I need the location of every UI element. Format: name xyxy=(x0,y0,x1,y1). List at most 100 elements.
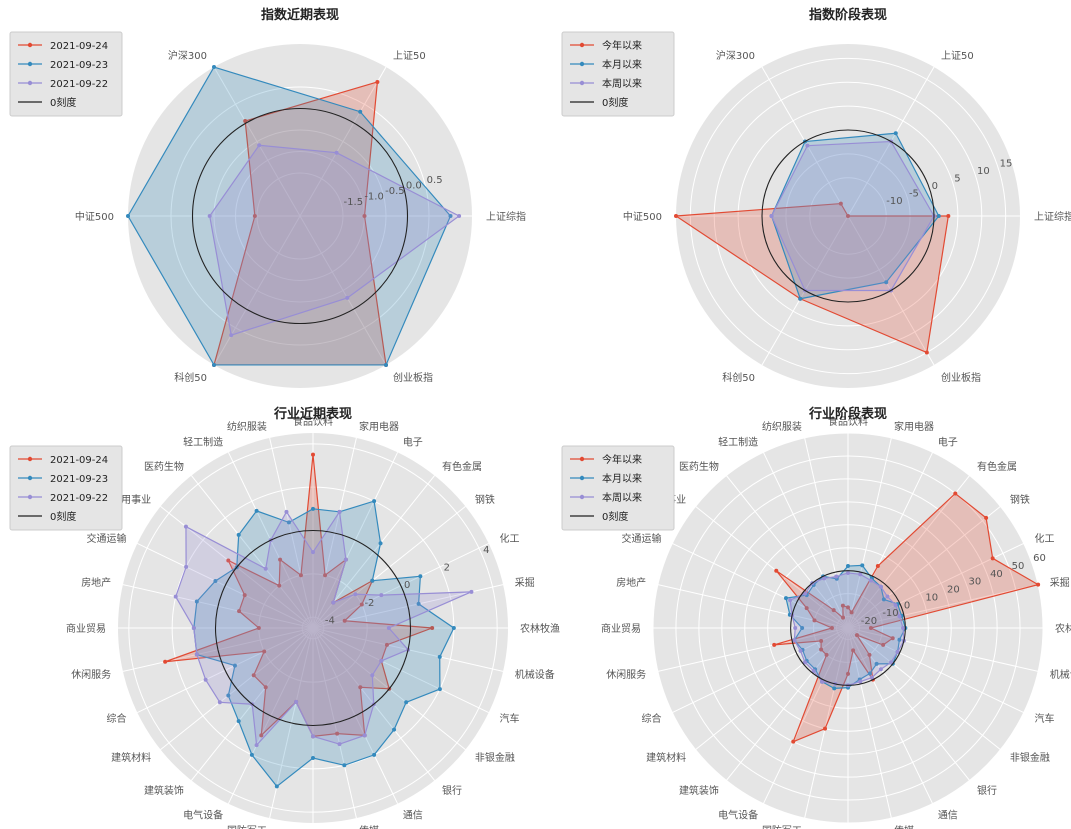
series-point xyxy=(832,686,837,691)
radar-spoke xyxy=(804,627,849,819)
series-point xyxy=(370,673,375,678)
category-label: 商业贸易 xyxy=(601,622,641,635)
series-point xyxy=(846,671,850,676)
series-point xyxy=(858,572,863,577)
category-label: 建筑装饰 xyxy=(679,784,719,797)
radar-spoke xyxy=(847,627,934,804)
series-point xyxy=(342,618,347,623)
series-point xyxy=(311,734,315,739)
category-label: 农林牧渔 xyxy=(520,622,560,635)
series-point xyxy=(802,591,807,596)
series-point xyxy=(834,574,839,579)
series-point xyxy=(897,637,902,642)
series-point xyxy=(384,362,388,367)
chart-title: 指数近期表现 xyxy=(261,7,339,23)
radial-tick-label: 5 xyxy=(954,173,960,184)
category-label: 通信 xyxy=(938,810,958,822)
series-point xyxy=(774,568,779,573)
category-label: 休闲服务 xyxy=(71,668,111,681)
series-point xyxy=(881,597,886,602)
series-point xyxy=(277,583,282,588)
category-label: 创业板指 xyxy=(393,371,433,384)
legend-marker xyxy=(27,475,33,481)
series-point xyxy=(362,214,367,218)
series-point xyxy=(163,659,168,664)
radar-spoke xyxy=(847,452,934,629)
series-point xyxy=(254,743,259,748)
category-label: 有色金属 xyxy=(442,460,482,473)
series-point xyxy=(851,648,856,653)
legend-entry: 今年以来 xyxy=(602,453,642,466)
radial-tick-label: 40 xyxy=(990,569,1003,580)
legend-entry: 0刻度 xyxy=(50,510,76,523)
radial-tick-label: 0 xyxy=(904,600,910,611)
series-point xyxy=(358,109,363,114)
chart-title: 行业阶段表现 xyxy=(808,406,887,422)
series-point xyxy=(820,679,825,684)
reference-circle xyxy=(191,107,409,325)
series-point xyxy=(990,556,995,561)
category-label: 国防军工 xyxy=(227,824,267,829)
series-point xyxy=(772,642,777,647)
series-point xyxy=(901,626,906,630)
legend-marker xyxy=(27,80,33,86)
category-label: 机械设备 xyxy=(515,668,555,681)
series-point xyxy=(284,509,289,514)
chart-title: 行业近期表现 xyxy=(273,406,352,422)
reference-circle xyxy=(761,129,935,303)
series-point xyxy=(337,509,342,514)
series-point xyxy=(173,594,178,599)
series-point xyxy=(846,605,850,610)
radar-panel-1: -1.5-1.0-0.50.0 0.5 上证综指 上证50 沪深300 中证500 科创50… xyxy=(9,7,526,388)
series-point xyxy=(895,649,900,654)
radial-tick-label: -4 xyxy=(325,616,335,627)
series-point xyxy=(897,614,902,619)
series-point xyxy=(386,626,391,630)
radial-tick-label: -20 xyxy=(861,616,877,627)
series-point xyxy=(829,626,834,630)
category-label: 科创50 xyxy=(174,371,207,384)
series-point xyxy=(311,452,315,457)
radial-tick-label: 0 xyxy=(932,181,938,192)
category-label: 钢铁 xyxy=(1010,493,1030,506)
series-point xyxy=(791,739,796,744)
legend-box xyxy=(9,31,123,117)
radar-spoke xyxy=(847,584,1039,629)
series-point xyxy=(800,626,805,630)
category-label: 医药生物 xyxy=(144,460,184,473)
series-point xyxy=(418,574,423,579)
series-point xyxy=(184,564,189,569)
category-label: 有色金属 xyxy=(977,460,1017,473)
radar-spoke xyxy=(695,506,849,629)
legend-entry: 2021-09-24 xyxy=(50,41,108,52)
radar-spoke xyxy=(672,542,849,629)
legend-entry: 本月以来 xyxy=(602,58,642,71)
category-label: 汽车 xyxy=(1035,712,1055,725)
legend-marker xyxy=(27,494,33,500)
series-point xyxy=(194,652,199,657)
series-point xyxy=(191,626,196,630)
category-label: 轻工制造 xyxy=(183,435,223,448)
chart-title: 指数阶段表现 xyxy=(809,7,887,23)
series-point xyxy=(372,752,377,757)
legend-marker xyxy=(579,456,585,462)
series-point xyxy=(451,626,456,630)
series-point xyxy=(802,660,807,665)
series-point xyxy=(362,733,367,738)
series-point xyxy=(924,350,929,355)
category-label: 电子 xyxy=(938,435,958,448)
category-label: 综合 xyxy=(106,712,126,725)
legend-entry: 本周以来 xyxy=(602,491,642,504)
category-label: 沪深300 xyxy=(168,49,207,62)
radial-tick-label: -10 xyxy=(882,608,898,619)
series-point xyxy=(984,515,989,520)
category-label: 科创50 xyxy=(722,371,755,384)
series-point xyxy=(823,726,828,731)
radar-panel-2: -10 -5 0 5 10 15 上证综指 上证50 沪深300 中证500 科创50 创业板指 指数阶… xyxy=(561,7,1071,388)
series-point xyxy=(335,731,340,736)
series-point xyxy=(792,638,797,643)
category-label: 电气设备 xyxy=(183,809,223,822)
category-label: 建筑装饰 xyxy=(144,784,184,797)
